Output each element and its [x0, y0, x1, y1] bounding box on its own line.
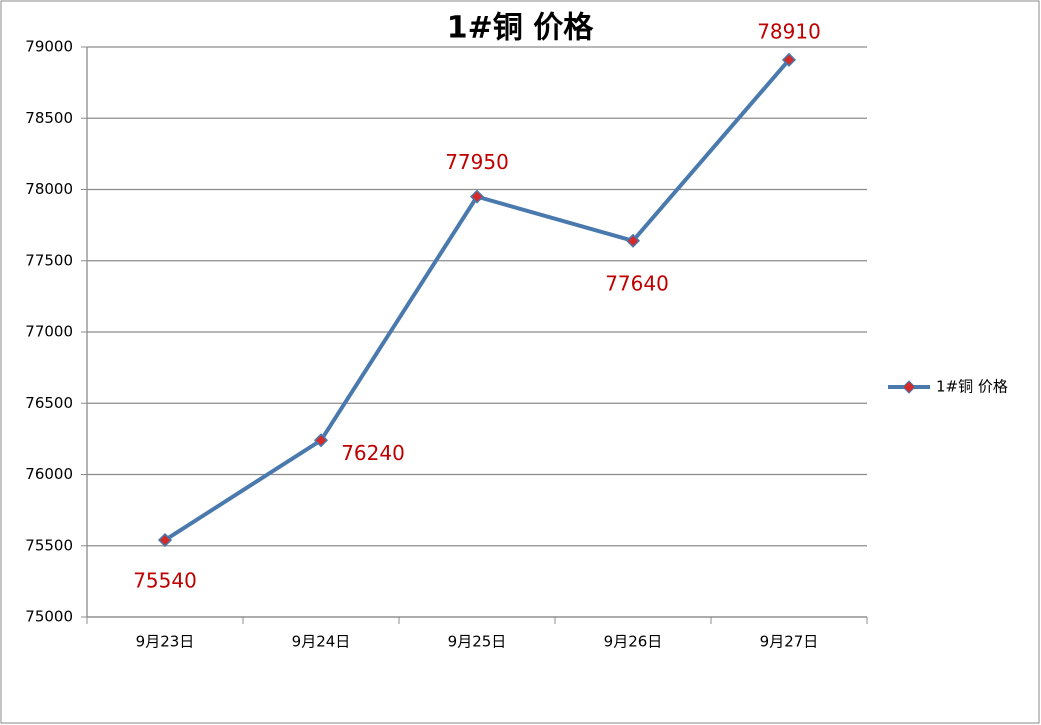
- data-point: [781, 52, 797, 67]
- x-tick-label: 9月23日: [136, 633, 195, 651]
- data-label: 75540: [133, 569, 197, 593]
- data-point: [469, 189, 485, 204]
- x-tick-label: 9月25日: [448, 633, 507, 651]
- data-point: [157, 532, 173, 548]
- y-tick-label: 75000: [25, 608, 73, 626]
- y-tick-label: 77000: [25, 323, 73, 341]
- y-tick-label: 75500: [25, 536, 73, 554]
- data-label: 76240: [341, 441, 405, 465]
- data-point: [625, 233, 641, 248]
- y-tick-label: 79000: [25, 38, 73, 56]
- chart-title: 1#铜 价格: [447, 11, 594, 46]
- x-tick-label: 9月24日: [292, 633, 351, 651]
- data-label: 77950: [445, 150, 509, 174]
- y-tick-label: 77500: [25, 251, 73, 269]
- y-tick-label: 78000: [25, 180, 73, 198]
- data-label: 77640: [605, 271, 669, 295]
- data-label: 78910: [757, 19, 821, 43]
- x-tick-label: 9月26日: [604, 633, 663, 651]
- y-tick-label: 78500: [25, 109, 73, 127]
- data-point: [313, 433, 329, 448]
- x-tick-label: 9月27日: [760, 633, 819, 651]
- y-tick-label: 76500: [25, 394, 73, 412]
- legend-marker: [902, 380, 916, 394]
- y-tick-label: 76000: [25, 465, 73, 483]
- legend-label: 1#铜 价格: [936, 378, 1008, 396]
